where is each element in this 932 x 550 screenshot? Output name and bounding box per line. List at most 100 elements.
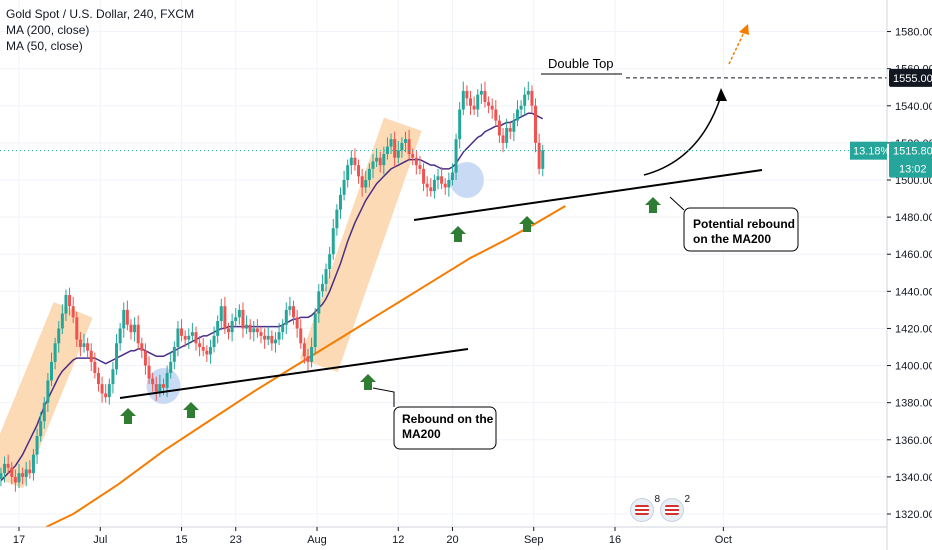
lower-trendline bbox=[119, 348, 469, 399]
price-tick-label: 1580.00 bbox=[895, 27, 932, 39]
potential-rebound-callout: Potential rebound on the MA200 bbox=[669, 196, 799, 252]
candle-body bbox=[418, 165, 422, 169]
candle-body bbox=[89, 350, 93, 362]
candle-body bbox=[320, 283, 324, 292]
time-tick-label: 16 bbox=[609, 534, 621, 546]
candle-body bbox=[479, 90, 483, 95]
candle-body bbox=[21, 473, 25, 477]
time-tick-label: Oct bbox=[715, 534, 732, 546]
time-tick-label: 12 bbox=[392, 534, 404, 546]
symbol-title[interactable]: Gold Spot / U.S. Dollar, 240, FXCM bbox=[6, 7, 195, 21]
candle-body bbox=[68, 295, 72, 307]
price-tick-label: 1420.00 bbox=[895, 323, 932, 335]
candle-body bbox=[306, 356, 310, 362]
green-up-arrow bbox=[645, 197, 661, 213]
price-axis[interactable]: 1320.00 1340.00 1360.00 1380.00 1400.00 1420.… bbox=[886, 0, 932, 550]
time-axis[interactable]: 17 Jul 15 23 Aug 12 20 Sep 16 Oct bbox=[0, 526, 887, 546]
candle-body bbox=[46, 380, 50, 403]
candle-body bbox=[161, 384, 165, 388]
target-arrow-line bbox=[728, 29, 746, 65]
candle-body bbox=[505, 128, 509, 143]
candle-body bbox=[436, 176, 440, 180]
candle-body bbox=[357, 165, 361, 177]
candle-body bbox=[53, 343, 57, 362]
event-icons: 8 2 bbox=[630, 494, 690, 522]
candle-body bbox=[187, 335, 191, 340]
candle-body bbox=[450, 172, 454, 180]
candle-body bbox=[541, 150, 545, 169]
candle-body bbox=[201, 347, 205, 351]
potential-note-line2: on the MA200 bbox=[693, 232, 771, 246]
candle-body bbox=[96, 372, 100, 385]
candle-body bbox=[295, 317, 299, 329]
candle-body bbox=[57, 328, 61, 344]
level-price-tag bbox=[889, 68, 932, 87]
candle-body bbox=[28, 469, 32, 474]
candle-body bbox=[458, 109, 462, 140]
ma200-path bbox=[45, 205, 566, 528]
change-text: 13.18% bbox=[853, 146, 891, 158]
candle-body bbox=[487, 102, 491, 106]
candle-body bbox=[13, 476, 17, 483]
projection-arrowhead bbox=[716, 88, 727, 101]
candle-body bbox=[371, 161, 375, 169]
candle-body bbox=[169, 361, 173, 373]
candle-body bbox=[472, 105, 476, 110]
candle-body bbox=[86, 343, 90, 351]
candle-body bbox=[277, 332, 281, 340]
time-tick-label: 15 bbox=[175, 534, 187, 546]
candle-body bbox=[143, 350, 147, 366]
time-tick-label: Jul bbox=[93, 534, 107, 546]
candle-body bbox=[208, 347, 212, 355]
candle-body bbox=[82, 343, 86, 348]
candle-body bbox=[255, 328, 259, 333]
candle-body bbox=[385, 146, 389, 155]
candle-body bbox=[483, 90, 487, 103]
candle-body bbox=[35, 436, 39, 455]
candle-body bbox=[396, 150, 400, 158]
candle-body bbox=[252, 328, 256, 333]
candle-body bbox=[140, 343, 144, 351]
ma200-legend[interactable]: MA (200, close) bbox=[6, 23, 90, 37]
candle-body bbox=[115, 343, 119, 370]
candle-body bbox=[107, 384, 111, 398]
rally-zone bbox=[0, 301, 93, 489]
candle-body bbox=[530, 90, 534, 106]
price-tick-label: 1380.00 bbox=[895, 398, 932, 410]
candle-body bbox=[3, 463, 7, 474]
candle-body bbox=[461, 90, 465, 110]
candle-body bbox=[241, 309, 245, 329]
green-up-arrow bbox=[120, 408, 136, 424]
price-tick-label: 1320.00 bbox=[895, 509, 932, 521]
double-top-label: Double Top bbox=[548, 56, 614, 71]
candle-body bbox=[93, 361, 97, 373]
us-flag-events-icon-2[interactable]: 2 bbox=[660, 494, 690, 522]
candle-body bbox=[259, 332, 263, 336]
candle-body bbox=[194, 332, 198, 344]
annotation-arrows bbox=[120, 24, 749, 424]
candle-body bbox=[425, 183, 429, 188]
candle-body bbox=[104, 393, 108, 398]
us-flag-events-icon[interactable]: 8 bbox=[630, 494, 660, 522]
candle-body bbox=[158, 384, 162, 392]
candle-body bbox=[212, 335, 216, 348]
price-tick-label: 1340.00 bbox=[895, 472, 932, 484]
candle-body bbox=[266, 335, 270, 340]
candle-body bbox=[230, 321, 234, 333]
candle-body bbox=[382, 154, 386, 166]
candle-body bbox=[422, 168, 426, 184]
candle-body bbox=[234, 317, 238, 322]
candle-body bbox=[447, 179, 451, 188]
ma50-legend[interactable]: MA (50, close) bbox=[6, 39, 83, 53]
candle-body bbox=[10, 467, 14, 477]
candle-body bbox=[60, 313, 64, 329]
candle-body bbox=[64, 295, 68, 314]
candle-body bbox=[227, 328, 231, 333]
candle-body bbox=[407, 139, 411, 155]
candle-body bbox=[284, 309, 288, 325]
price-tick-label: 1360.00 bbox=[895, 435, 932, 447]
consolidation-zone bbox=[449, 161, 484, 198]
last-price-text: 1515.80 bbox=[893, 146, 932, 158]
candle-body bbox=[302, 343, 306, 357]
